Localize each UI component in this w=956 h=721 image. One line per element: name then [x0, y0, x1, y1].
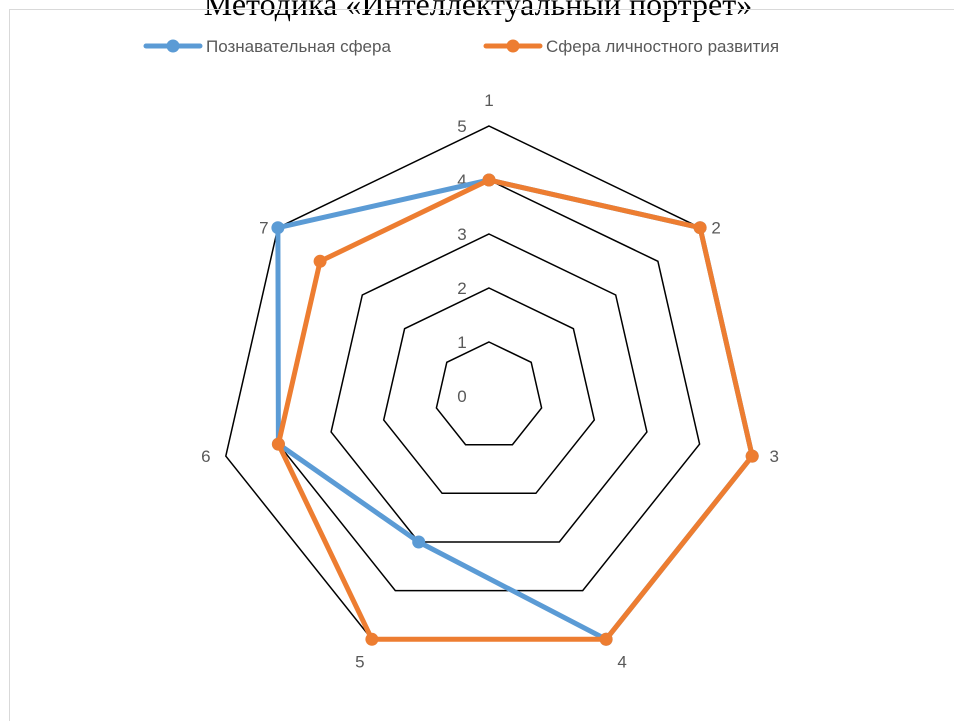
series-1-point	[271, 221, 285, 235]
series-2-point	[313, 254, 327, 268]
category-label-6: 6	[201, 447, 210, 466]
series-2-point	[482, 173, 496, 187]
tick-label: 5	[457, 117, 466, 136]
series-2-point	[365, 632, 379, 646]
grid-ring-5	[224, 125, 754, 641]
category-label-3: 3	[769, 447, 778, 466]
series-2-point	[693, 221, 707, 235]
category-label-7: 7	[259, 219, 268, 238]
series-layer	[271, 173, 759, 646]
legend-marker-1	[166, 39, 180, 53]
series-2-point	[745, 449, 759, 463]
radial-axis-ticks: 0 1 2 3 4 5	[457, 117, 466, 406]
category-labels: 1 2 3 4 5 6 7	[201, 91, 779, 671]
grid-ring-1	[435, 341, 543, 446]
category-label-2: 2	[711, 219, 720, 238]
chart-area-border	[9, 9, 954, 721]
chart-title: Методика «Интеллектуальный портрет»	[203, 0, 753, 22]
tick-label: 0	[457, 387, 466, 406]
series-line-2	[275, 177, 755, 642]
category-label-1: 1	[484, 91, 493, 110]
radar-grid	[224, 125, 754, 641]
grid-ring-3	[330, 233, 648, 543]
tick-label: 4	[457, 171, 466, 190]
category-label-5: 5	[355, 652, 364, 671]
series-2-point	[599, 632, 613, 646]
tick-label: 1	[457, 333, 466, 352]
tick-label: 3	[457, 225, 466, 244]
category-label-4: 4	[617, 652, 626, 671]
grid-ring-2	[382, 287, 596, 495]
legend-label-1: Познавательная сфера	[206, 37, 391, 56]
legend-label-2: Сфера личностного развития	[546, 37, 779, 56]
legend: Познавательная сфера Сфера личностного ра…	[143, 37, 779, 56]
tick-label: 2	[457, 279, 466, 298]
series-1-point	[412, 535, 426, 549]
legend-marker-2	[506, 39, 520, 53]
series-2-point	[271, 437, 285, 451]
